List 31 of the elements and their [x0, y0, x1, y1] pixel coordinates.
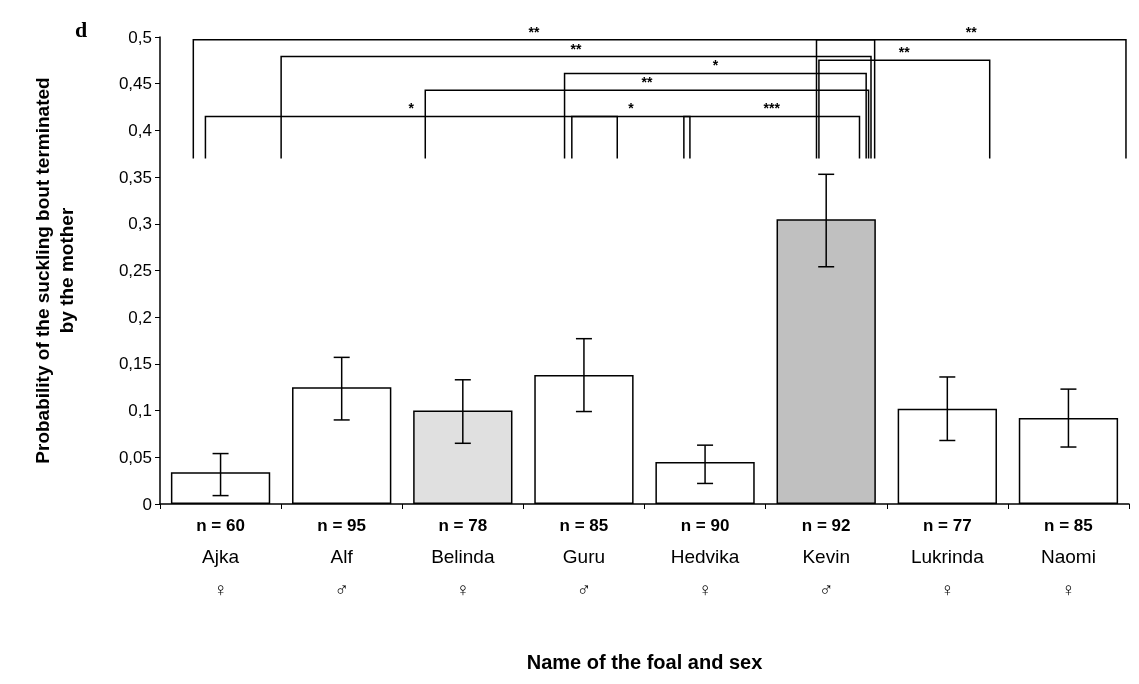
- annotation: ***: [763, 100, 781, 117]
- y-tick-label: 0,4: [128, 120, 152, 140]
- x-tick-label: n = 85 Guru ♂: [559, 515, 609, 600]
- y-tick-label: 0,1: [128, 401, 152, 421]
- y-tick-label: 0,35: [118, 167, 152, 187]
- y-tick-label: 0,3: [128, 214, 152, 234]
- annotation: **: [528, 23, 540, 40]
- text: d: [75, 16, 88, 42]
- annotation: *: [712, 57, 719, 74]
- x-tick-label: n = 92 Kevin ♂: [801, 515, 851, 600]
- y-tick-label: 0,45: [118, 74, 152, 94]
- y-tick-label: 0,15: [118, 354, 152, 374]
- y-tick-label: 0,25: [118, 261, 152, 280]
- y-tick-label: 0,05: [118, 447, 152, 467]
- x-tick-label: n = 95 Alf ♂: [317, 515, 367, 600]
- annotation: **: [641, 74, 653, 91]
- y-tick-label: 0,5: [128, 27, 152, 47]
- x-axis-title: Name of the foal and sex: [526, 651, 763, 673]
- annotation: **: [898, 44, 911, 61]
- y-tick-label: 0: [142, 494, 152, 514]
- x-tick-label: n = 77 Lukrinda ♀: [910, 515, 985, 600]
- annotation: *: [628, 100, 635, 117]
- y-tick-label: 0,2: [128, 307, 152, 327]
- x-tick-label: n = 78 Belinda ♀: [431, 515, 495, 600]
- annotation: **: [570, 40, 583, 57]
- x-tick-label: n = 90 Hedvika ♀: [670, 515, 740, 600]
- annotation: **: [965, 23, 978, 40]
- x-tick-label: n = 85 Naomi ♀: [1040, 515, 1096, 600]
- annotation: *: [408, 100, 415, 117]
- y-axis-title: Probability of the suckling bout terminated by the mother: [31, 77, 77, 464]
- x-tick-label: n = 60 Ajka ♀: [196, 515, 245, 600]
